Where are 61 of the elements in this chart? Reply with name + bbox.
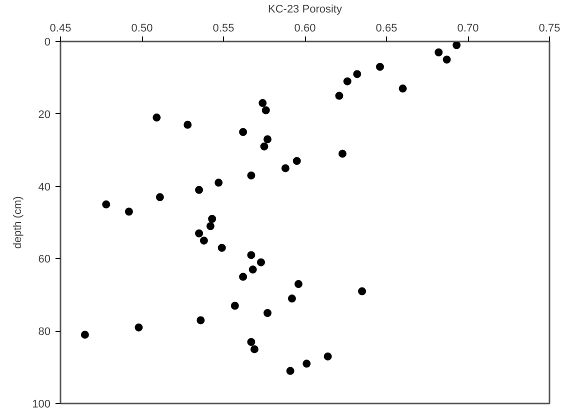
y-tick-label: 100 — [32, 398, 51, 410]
point — [442, 56, 451, 64]
point — [102, 200, 110, 208]
point — [156, 193, 164, 202]
point — [214, 178, 223, 187]
point — [230, 302, 239, 310]
point — [80, 330, 89, 339]
point — [288, 294, 296, 303]
y-tick-label: 60 — [38, 254, 51, 266]
point — [294, 280, 302, 288]
point — [152, 114, 161, 122]
y-tick-label: 40 — [38, 181, 51, 194]
point — [218, 244, 226, 252]
point — [247, 171, 256, 180]
point — [452, 42, 461, 50]
x-tick-label: 0.65 — [376, 22, 398, 34]
point — [134, 323, 143, 332]
point — [184, 120, 192, 129]
x-tick-label: 0.60 — [294, 22, 316, 34]
point — [335, 92, 344, 100]
point — [398, 84, 407, 93]
point — [260, 142, 268, 150]
point — [262, 106, 270, 114]
point — [195, 186, 204, 194]
point — [358, 287, 366, 296]
point — [258, 99, 267, 108]
point — [196, 316, 205, 324]
point — [281, 164, 290, 172]
x-tick-label: 0.55 — [212, 22, 234, 34]
point — [247, 338, 256, 346]
x-tick-label: 0.75 — [538, 22, 560, 34]
point — [434, 48, 443, 56]
x-axis-title: KC-23 Porosity — [268, 4, 342, 16]
point — [250, 345, 258, 354]
point — [302, 360, 311, 368]
point — [343, 77, 352, 86]
x-tick-label: 0.70 — [457, 22, 479, 34]
point — [247, 251, 256, 260]
point — [292, 156, 301, 165]
x-tick-label: 0.45 — [50, 22, 72, 34]
point — [208, 214, 216, 223]
point — [376, 62, 384, 71]
point — [206, 222, 214, 230]
y-tick-label: 20 — [38, 108, 51, 121]
point — [239, 128, 248, 136]
y-tick-label: 80 — [38, 326, 51, 338]
point — [200, 236, 208, 245]
y-axis-title: depth (cm) — [12, 196, 24, 249]
point — [248, 266, 257, 274]
x-tick-label: 0.50 — [131, 22, 153, 34]
point — [286, 366, 294, 375]
y-tick-label: 0 — [44, 36, 51, 48]
point — [353, 70, 362, 78]
point — [264, 135, 272, 144]
point — [195, 229, 204, 238]
point — [338, 150, 346, 158]
point — [124, 208, 133, 216]
point — [256, 258, 265, 266]
point — [264, 309, 272, 317]
point — [324, 352, 332, 360]
point — [239, 272, 248, 281]
